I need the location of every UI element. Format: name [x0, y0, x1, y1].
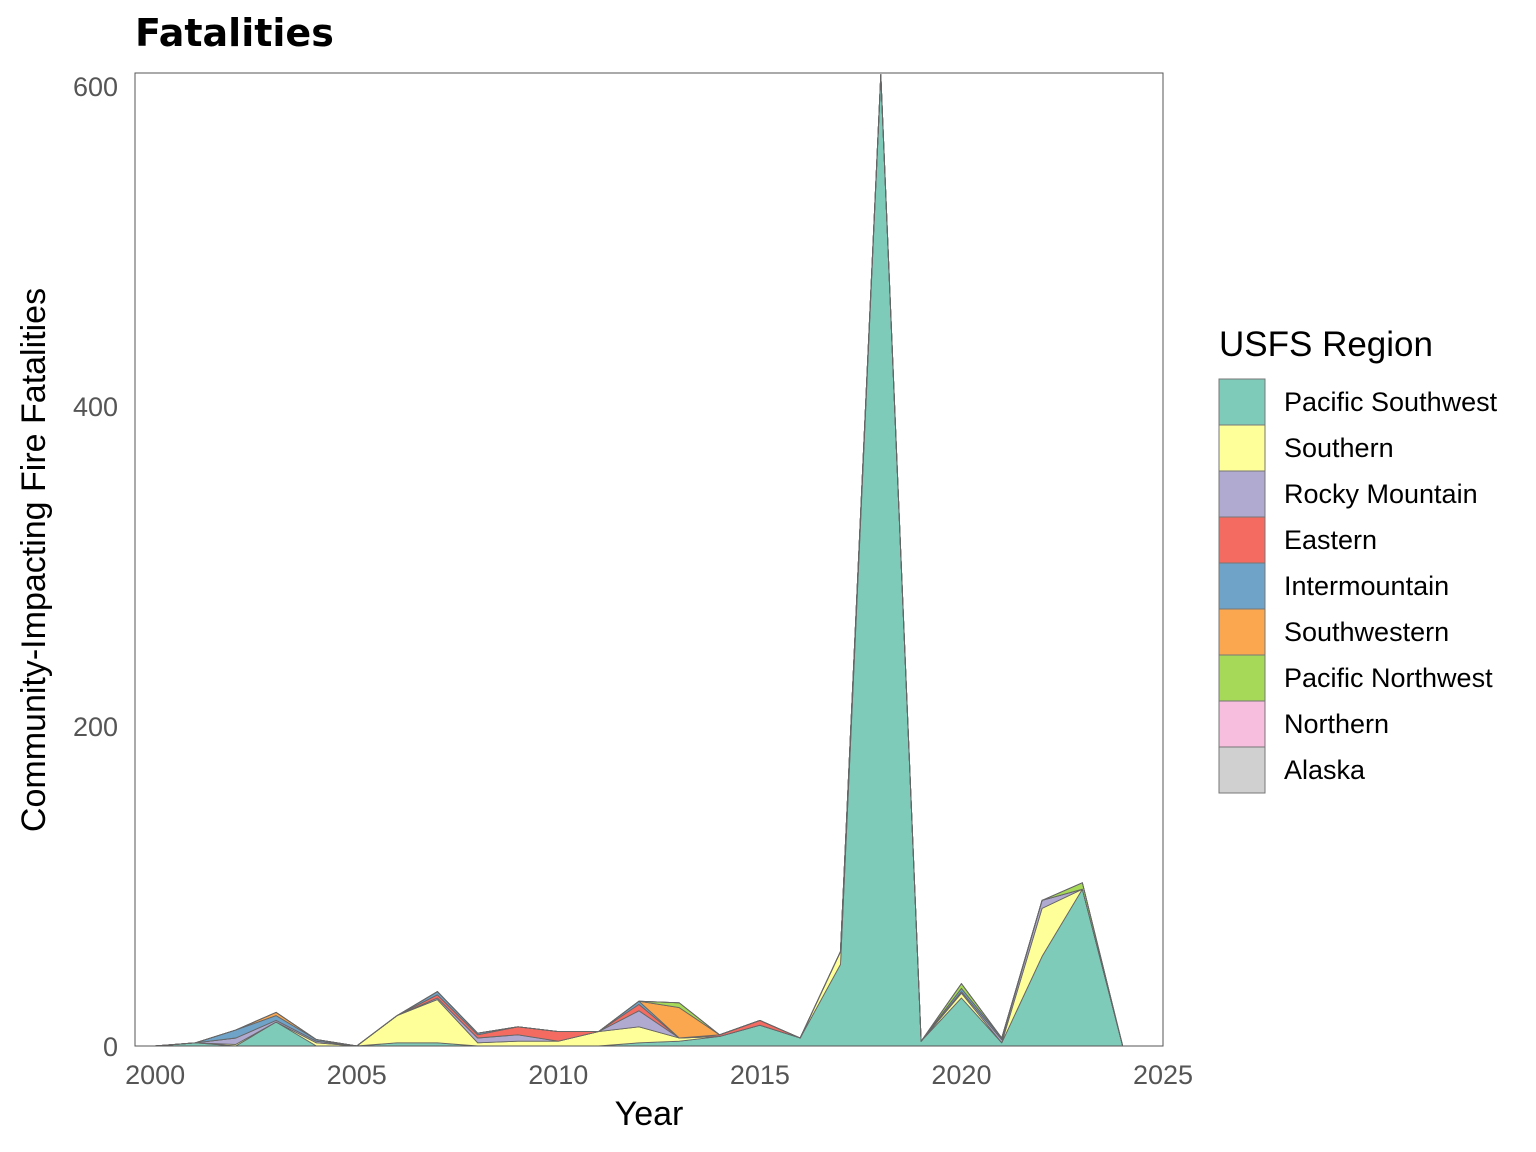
- area-pacific-southwest: [154, 75, 1124, 1047]
- x-axis-title: Year: [615, 1095, 684, 1133]
- y-tick-label: 200: [73, 712, 118, 742]
- legend-key: [1218, 562, 1266, 610]
- legend-label: Intermountain: [1284, 571, 1449, 601]
- y-axis-ticks: 0 200 400 600: [73, 72, 118, 1062]
- y-tick-label: 600: [73, 72, 118, 102]
- x-tick-label: 2005: [327, 1060, 387, 1090]
- legend-label: Rocky Mountain: [1284, 479, 1478, 509]
- legend-key: [1218, 746, 1266, 794]
- y-axis-title: Community-Impacting Fire Fatalities: [15, 288, 53, 832]
- area-northern: [154, 74, 1124, 1047]
- legend-key: [1218, 608, 1266, 656]
- legend-label: Southwestern: [1284, 617, 1449, 647]
- x-tick-label: 2015: [730, 1060, 790, 1090]
- area-pacific-northwest: [154, 74, 1124, 1047]
- legend-label: Eastern: [1284, 525, 1377, 555]
- area-alaska: [154, 74, 1124, 1047]
- area-southern: [154, 74, 1124, 1047]
- x-tick-label: 2025: [1133, 1060, 1193, 1090]
- x-tick-label: 2000: [125, 1060, 185, 1090]
- legend-key: [1218, 470, 1266, 518]
- legend-label: Southern: [1284, 433, 1394, 463]
- area-rocky-mountain: [154, 74, 1124, 1047]
- legend-label: Pacific Northwest: [1284, 663, 1493, 693]
- y-tick-label: 400: [73, 392, 118, 422]
- legend-key: [1218, 654, 1266, 702]
- legend-key: [1218, 516, 1266, 564]
- legend-label: Northern: [1284, 709, 1389, 739]
- area-southwestern: [154, 74, 1124, 1047]
- x-tick-label: 2010: [528, 1060, 588, 1090]
- legend-key: [1218, 378, 1266, 426]
- area-eastern: [154, 74, 1124, 1047]
- chart-title: Fatalities: [135, 11, 334, 55]
- plot-frame: [134, 72, 1164, 1047]
- x-tick-label: 2020: [931, 1060, 991, 1090]
- legend-label: Alaska: [1284, 755, 1366, 785]
- legend-title: USFS Region: [1219, 325, 1433, 364]
- y-tick-label: 0: [103, 1032, 118, 1062]
- x-axis-ticks: 2000 2005 2010 2015 2020 2025: [125, 1060, 1193, 1090]
- legend-key: [1218, 424, 1266, 472]
- legend-label: Pacific Southwest: [1284, 387, 1498, 417]
- area-intermountain: [154, 74, 1124, 1047]
- legend-key: [1218, 700, 1266, 748]
- plot-areas: [154, 74, 1124, 1047]
- legend: Pacific Southwest Southern Rocky Mountain E…: [1218, 378, 1498, 794]
